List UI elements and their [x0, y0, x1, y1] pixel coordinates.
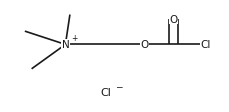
Text: O: O	[139, 40, 148, 50]
Text: Cl: Cl	[100, 87, 111, 97]
Text: O: O	[169, 15, 177, 25]
Text: N: N	[61, 40, 69, 50]
Text: −: −	[114, 82, 122, 91]
Text: +: +	[71, 34, 77, 43]
Text: Cl: Cl	[199, 40, 210, 50]
